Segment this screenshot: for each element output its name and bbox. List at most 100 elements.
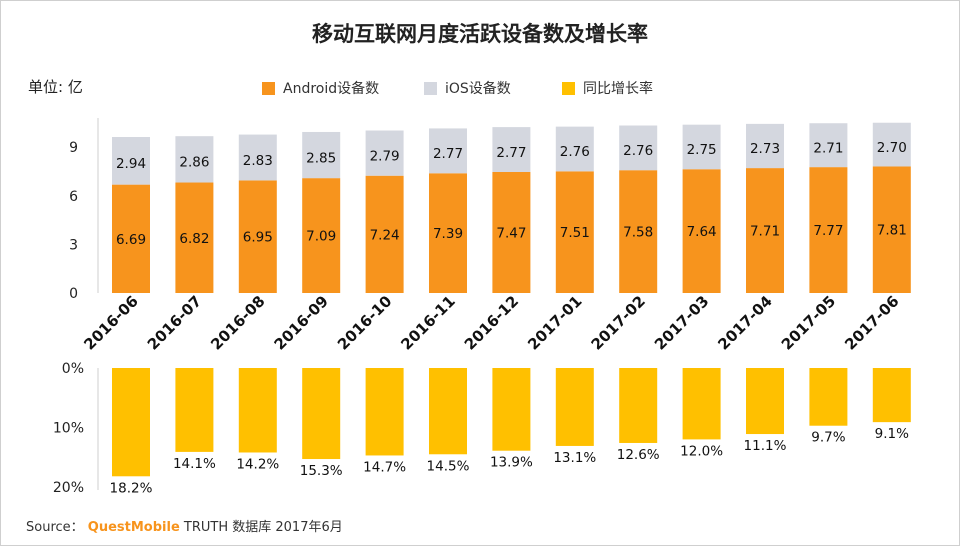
android-value-label: 7.81 (877, 223, 907, 239)
growth-bar (555, 368, 594, 446)
ios-value-label: 2.83 (243, 153, 273, 169)
y-tick-label: 3 (69, 237, 78, 253)
x-tick-label: 2016-08 (207, 292, 268, 353)
android-value-label: 7.51 (560, 225, 590, 241)
android-value-label: 7.58 (623, 225, 653, 241)
android-value-label: 7.47 (496, 225, 526, 241)
legend-ios-swatch (424, 81, 437, 95)
source-brand: QuestMobile (87, 520, 180, 535)
ios-value-label: 2.76 (560, 144, 590, 160)
growth-value-label: 13.1% (553, 450, 596, 466)
ios-bar (175, 136, 214, 183)
unit-label: 单位: 亿 (28, 78, 83, 96)
growth-tick-label: 0% (62, 361, 84, 377)
android-bar (429, 173, 467, 293)
ios-value-label: 2.75 (687, 142, 717, 158)
android-bar (112, 184, 150, 293)
x-tick-label: 2017-03 (651, 292, 712, 353)
growth-tick-label: 10% (53, 421, 84, 437)
growth-value-label: 12.0% (680, 443, 723, 459)
y-tick-label: 6 (69, 189, 78, 205)
x-tick-label: 2016-06 (80, 292, 141, 353)
growth-value-label: 9.7% (811, 430, 845, 446)
legend-android-swatch (262, 81, 275, 95)
growth-value-label: 13.9% (490, 455, 533, 471)
ios-bar (682, 124, 721, 170)
android-value-label: 6.95 (243, 230, 273, 246)
y-tick-label: 9 (69, 140, 78, 156)
android-bar (492, 171, 531, 293)
growth-bar (809, 368, 848, 426)
android-value-label: 7.71 (750, 224, 780, 240)
growth-bar (872, 368, 911, 423)
x-tick-label: 2017-02 (588, 292, 649, 353)
android-value-label: 6.69 (116, 232, 146, 248)
android-value-label: 7.64 (687, 224, 717, 240)
x-tick-label: 2017-06 (841, 292, 902, 353)
growth-bar (302, 368, 341, 460)
legend-growth: 同比增长率 (562, 78, 653, 98)
ios-bar (555, 126, 594, 172)
android-value-label: 7.39 (433, 226, 463, 242)
android-bar (682, 169, 721, 293)
ios-value-label: 2.85 (306, 150, 336, 166)
growth-bar (682, 368, 721, 440)
ios-bar (112, 136, 150, 185)
growth-bar (429, 368, 467, 455)
x-tick-label: 2016-12 (461, 292, 522, 353)
legend-android: Android设备数 (262, 78, 379, 98)
growth-value-label: 14.1% (173, 456, 216, 472)
x-tick-label: 2017-05 (778, 292, 839, 353)
android-bar (238, 180, 277, 293)
android-bar (619, 170, 658, 293)
x-tick-label: 2016-10 (334, 292, 395, 353)
x-tick-label: 2016-07 (144, 292, 205, 353)
growth-bar (238, 368, 277, 453)
ios-value-label: 2.86 (179, 155, 209, 171)
android-bar (872, 166, 911, 293)
legend-android-label: Android设备数 (283, 81, 380, 97)
android-value-label: 7.24 (370, 227, 400, 243)
android-bar (746, 168, 784, 293)
growth-bar (492, 368, 531, 451)
y-tick-label: 0 (69, 286, 78, 302)
growth-tick-label: 20% (53, 480, 84, 496)
source-prefix: Source： (26, 520, 84, 535)
x-tick-label: 2017-01 (524, 292, 585, 353)
growth-value-label: 18.2% (110, 480, 153, 496)
growth-bar (175, 368, 214, 452)
legend-ios-label: iOS设备数 (445, 81, 511, 97)
ios-value-label: 2.79 (370, 148, 400, 164)
ios-bar (492, 127, 531, 172)
source-suffix: TRUTH 数据库 2017年6月 (183, 520, 343, 535)
ios-value-label: 2.77 (496, 145, 526, 161)
android-value-label: 7.77 (813, 223, 843, 239)
legend-ios: iOS设备数 (424, 78, 511, 98)
ios-value-label: 2.94 (116, 156, 146, 172)
x-tick-label: 2016-09 (271, 292, 332, 353)
android-bar (555, 171, 594, 293)
ios-bar (746, 123, 784, 169)
ios-bar (238, 134, 277, 181)
x-tick-label: 2016-11 (397, 292, 458, 353)
x-tick-label: 2017-04 (714, 292, 775, 353)
growth-bar (746, 368, 784, 435)
android-bar (365, 175, 404, 293)
ios-value-label: 2.71 (813, 140, 843, 156)
android-bar (175, 182, 214, 293)
ios-value-label: 2.73 (750, 141, 780, 157)
ios-value-label: 2.77 (433, 146, 463, 162)
ios-bar (302, 131, 341, 179)
ios-value-label: 2.70 (877, 140, 907, 156)
growth-value-label: 9.1% (875, 426, 909, 442)
android-value-label: 6.82 (179, 231, 209, 247)
ios-bar (809, 123, 848, 168)
growth-value-label: 12.6% (617, 447, 660, 463)
growth-value-label: 15.3% (300, 463, 343, 479)
ios-bar (619, 125, 658, 171)
growth-bar (619, 368, 658, 443)
growth-value-label: 14.7% (363, 459, 406, 475)
growth-value-label: 11.1% (744, 438, 787, 454)
growth-bar (112, 368, 150, 477)
